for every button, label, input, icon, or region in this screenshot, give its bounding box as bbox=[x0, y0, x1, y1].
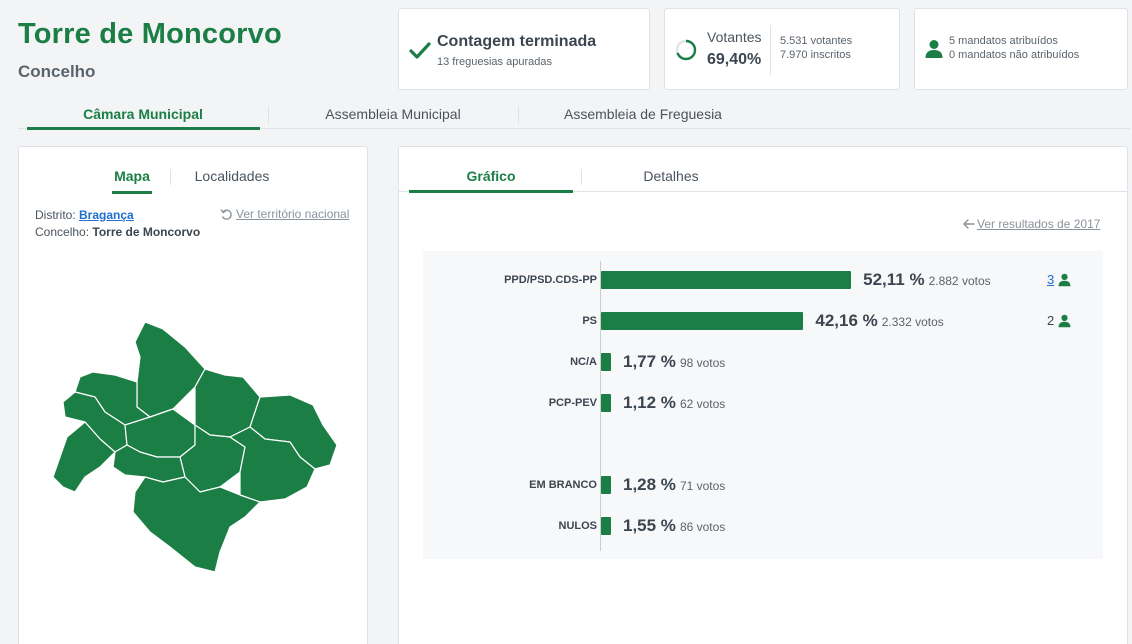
tab-mapa[interactable]: Mapa bbox=[114, 168, 150, 184]
tabs-baseline bbox=[18, 128, 1130, 129]
mandates-number[interactable]: 3 bbox=[1047, 272, 1055, 287]
bar[interactable] bbox=[601, 353, 611, 371]
bar-label: PCP-PEV bbox=[548, 397, 597, 409]
mandates-assigned: 5 mandatos atribuídos bbox=[949, 35, 1058, 47]
voters-label: Votantes bbox=[707, 29, 762, 45]
tab-detalhes[interactable]: Detalhes bbox=[643, 168, 699, 184]
bar[interactable] bbox=[601, 476, 611, 494]
national-territory-label[interactable]: Ver território nacional bbox=[236, 207, 350, 221]
voters-percentage: 69,40% bbox=[707, 51, 762, 68]
votes-count: 62 votos bbox=[679, 397, 726, 411]
tabs-baseline bbox=[399, 191, 1127, 192]
bar-label: PS bbox=[582, 315, 597, 327]
divider bbox=[581, 169, 582, 185]
divider bbox=[770, 25, 771, 75]
bar-value-label: 52,11 % 2.882 votos bbox=[863, 270, 991, 290]
previous-results-label[interactable]: Ver resultados de 2017 bbox=[977, 217, 1101, 231]
tab-assembleia-municipal[interactable]: Assembleia Municipal bbox=[325, 106, 461, 122]
votes-count: 98 votos bbox=[679, 356, 726, 370]
percentage: 52,11 % bbox=[863, 270, 925, 289]
bar[interactable] bbox=[601, 312, 804, 330]
undo-icon bbox=[220, 208, 232, 220]
voters-count: 5.531 votantes bbox=[780, 35, 853, 47]
bar[interactable] bbox=[601, 271, 852, 289]
mandates-unassigned: 0 mandatos não atribuídos bbox=[949, 49, 1080, 61]
voters-card: Votantes 69,40% 5.531 votantes 7.970 ins… bbox=[664, 8, 900, 90]
active-tab-indicator bbox=[27, 127, 260, 130]
divider bbox=[170, 169, 171, 185]
active-tab-indicator bbox=[409, 190, 573, 193]
bar-value-label: 1,12 % 62 votos bbox=[623, 393, 725, 413]
page-subtitle: Concelho bbox=[18, 62, 96, 81]
counting-status-subtitle: 13 freguesias apuradas bbox=[437, 56, 552, 68]
national-territory-link[interactable]: Ver território nacional bbox=[220, 207, 349, 221]
tab-grafico[interactable]: Gráfico bbox=[466, 168, 516, 184]
counting-status-title: Contagem terminada bbox=[437, 33, 597, 50]
map-panel: Mapa Localidades Distrito: Bragança Conc… bbox=[18, 146, 368, 644]
parish-region bbox=[52, 421, 116, 493]
bar-value-label: 1,77 % 98 votos bbox=[623, 352, 725, 372]
council-row: Concelho: Torre de Moncorvo bbox=[35, 225, 200, 239]
person-icon bbox=[1058, 273, 1071, 286]
registered-count: 7.970 inscritos bbox=[780, 49, 851, 61]
results-panel: Gráfico Detalhes Ver resultados de 2017 … bbox=[398, 146, 1128, 644]
percentage: 1,28 % bbox=[623, 475, 676, 494]
bar-value-label: 1,55 % 86 votos bbox=[623, 516, 725, 536]
percentage: 42,16 % bbox=[815, 311, 878, 330]
arrow-left-icon bbox=[963, 219, 975, 229]
counting-status-card: Contagem terminada 13 freguesias apurada… bbox=[398, 8, 650, 90]
mandates-card: 5 mandatos atribuídos 0 mandatos não atr… bbox=[914, 8, 1128, 90]
tab-camara-municipal[interactable]: Câmara Municipal bbox=[83, 106, 203, 122]
district-row: Distrito: Bragança bbox=[35, 208, 134, 222]
municipality-map[interactable] bbox=[45, 317, 345, 577]
main-tabs: Câmara Municipal Assembleia Municipal As… bbox=[18, 98, 1130, 132]
check-icon bbox=[409, 42, 431, 59]
votes-count: 71 votos bbox=[679, 479, 726, 493]
mandates-count: 2 bbox=[1047, 313, 1071, 328]
bar-label: PPD/PSD.CDS-PP bbox=[504, 274, 597, 286]
divider bbox=[268, 106, 269, 124]
percentage: 1,12 % bbox=[623, 393, 676, 412]
turnout-ring-icon bbox=[675, 39, 697, 61]
divider bbox=[518, 106, 519, 124]
bar-label: EM BRANCO bbox=[529, 479, 597, 491]
council-value: Torre de Moncorvo bbox=[92, 225, 201, 239]
bar-label: NC/A bbox=[570, 356, 597, 368]
page-title: Torre de Moncorvo bbox=[18, 18, 282, 50]
votes-count: 2.332 votos bbox=[881, 315, 944, 329]
district-link[interactable]: Bragança bbox=[79, 208, 134, 222]
person-icon bbox=[1058, 314, 1071, 327]
bar[interactable] bbox=[601, 394, 611, 412]
tab-assembleia-de-freguesia[interactable]: Assembleia de Freguesia bbox=[564, 106, 722, 122]
mandates-count[interactable]: 3 bbox=[1047, 272, 1071, 287]
results-chart: PPD/PSD.CDS-PP 52,11 % 2.882 votos 3 PS 42,16… bbox=[423, 251, 1103, 559]
council-label: Concelho: bbox=[35, 225, 90, 239]
parish-region bbox=[132, 476, 261, 573]
active-tab-indicator bbox=[112, 191, 152, 194]
tab-localidades[interactable]: Localidades bbox=[194, 168, 270, 184]
votes-count: 86 votos bbox=[679, 520, 726, 534]
chart-axis bbox=[600, 261, 601, 551]
previous-results-link[interactable]: Ver resultados de 2017 bbox=[963, 217, 1100, 231]
mandates-number: 2 bbox=[1047, 313, 1055, 328]
percentage: 1,55 % bbox=[623, 516, 676, 535]
parish-region bbox=[229, 426, 316, 503]
district-label: Distrito: bbox=[35, 208, 76, 222]
percentage: 1,77 % bbox=[623, 352, 676, 371]
bar-value-label: 1,28 % 71 votos bbox=[623, 475, 725, 495]
bar-value-label: 42,16 % 2.332 votos bbox=[815, 311, 943, 331]
person-icon bbox=[925, 40, 943, 58]
votes-count: 2.882 votos bbox=[928, 274, 991, 288]
bar-label: NULOS bbox=[558, 520, 598, 532]
bar[interactable] bbox=[601, 517, 611, 535]
